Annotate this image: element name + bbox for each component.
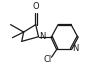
Text: O: O (32, 2, 39, 11)
Text: N: N (72, 44, 78, 53)
Text: N: N (39, 32, 46, 41)
Text: Cl: Cl (44, 55, 52, 64)
